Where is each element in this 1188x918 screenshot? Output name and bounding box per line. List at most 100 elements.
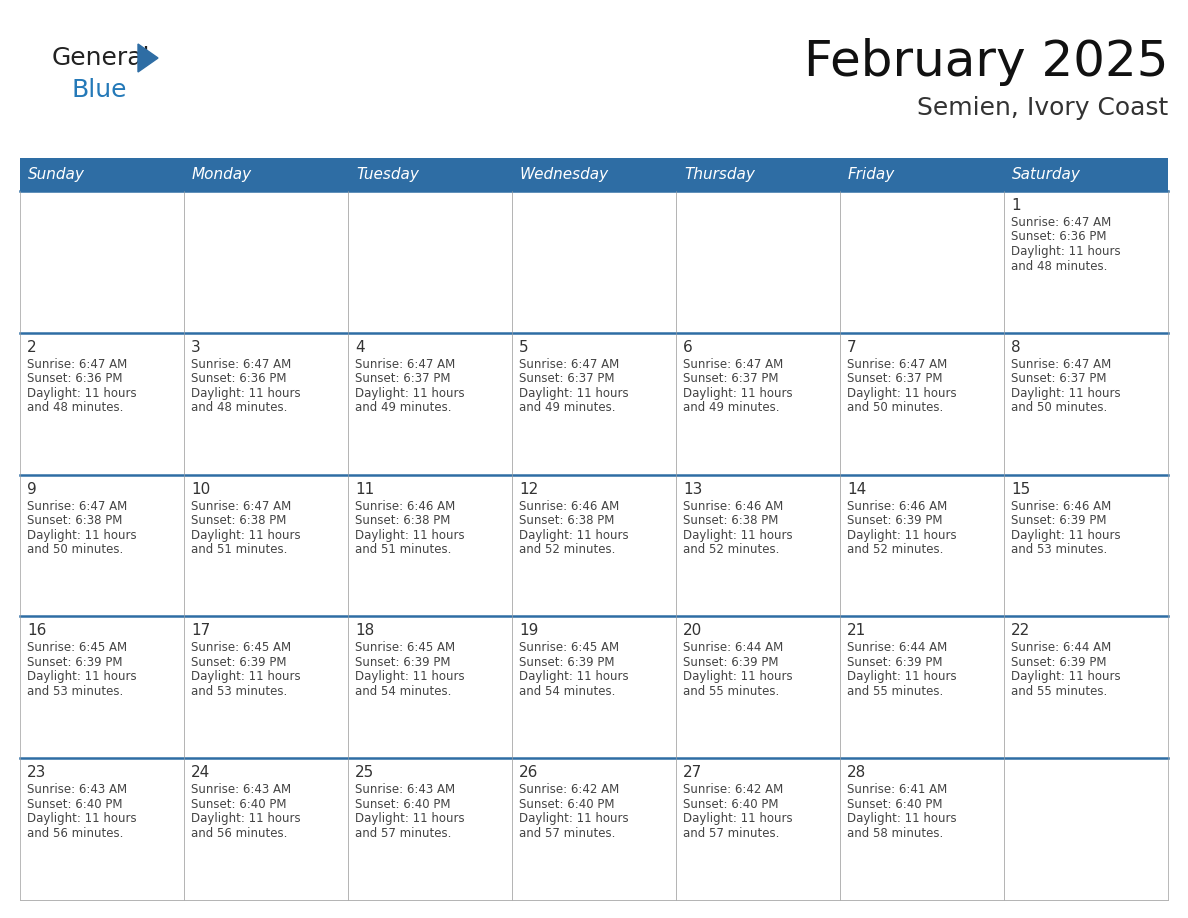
- Text: 13: 13: [683, 482, 702, 497]
- Bar: [20, 158, 184, 191]
- Bar: [348, 616, 512, 758]
- Text: Sunrise: 6:46 AM: Sunrise: 6:46 AM: [847, 499, 947, 512]
- Text: 20: 20: [683, 623, 702, 638]
- Text: 14: 14: [847, 482, 866, 497]
- Text: Sunset: 6:39 PM: Sunset: 6:39 PM: [1011, 655, 1106, 669]
- Text: Daylight: 11 hours: Daylight: 11 hours: [191, 812, 301, 825]
- Text: Sunset: 6:36 PM: Sunset: 6:36 PM: [27, 373, 122, 386]
- Text: General: General: [52, 46, 151, 70]
- Bar: [676, 616, 840, 758]
- Text: Daylight: 11 hours: Daylight: 11 hours: [683, 670, 792, 683]
- Text: Saturday: Saturday: [1012, 167, 1081, 182]
- Text: Friday: Friday: [848, 167, 896, 182]
- Text: and 51 minutes.: and 51 minutes.: [355, 543, 451, 556]
- Text: Sunrise: 6:45 AM: Sunrise: 6:45 AM: [519, 642, 619, 655]
- Text: Thursday: Thursday: [684, 167, 754, 182]
- Text: Sunset: 6:40 PM: Sunset: 6:40 PM: [519, 798, 614, 811]
- Bar: [184, 616, 348, 758]
- Text: Sunrise: 6:44 AM: Sunrise: 6:44 AM: [847, 642, 947, 655]
- Text: Sunrise: 6:47 AM: Sunrise: 6:47 AM: [1011, 358, 1111, 371]
- Text: and 54 minutes.: and 54 minutes.: [355, 685, 451, 698]
- Text: and 50 minutes.: and 50 minutes.: [1011, 401, 1107, 414]
- Text: and 51 minutes.: and 51 minutes.: [191, 543, 287, 556]
- Text: Sunset: 6:37 PM: Sunset: 6:37 PM: [847, 373, 942, 386]
- Text: and 49 minutes.: and 49 minutes.: [519, 401, 615, 414]
- Text: and 48 minutes.: and 48 minutes.: [1011, 260, 1107, 273]
- Bar: [348, 758, 512, 900]
- Text: Sunrise: 6:47 AM: Sunrise: 6:47 AM: [191, 499, 291, 512]
- Text: and 56 minutes.: and 56 minutes.: [27, 827, 124, 840]
- Text: Sunrise: 6:47 AM: Sunrise: 6:47 AM: [355, 358, 455, 371]
- Text: Monday: Monday: [192, 167, 252, 182]
- Bar: [348, 475, 512, 616]
- Text: and 52 minutes.: and 52 minutes.: [519, 543, 615, 556]
- Bar: [1004, 758, 1168, 900]
- Bar: [676, 475, 840, 616]
- Text: Sunday: Sunday: [29, 167, 84, 182]
- Text: Sunset: 6:39 PM: Sunset: 6:39 PM: [519, 655, 614, 669]
- Text: Daylight: 11 hours: Daylight: 11 hours: [1011, 245, 1120, 258]
- Bar: [512, 333, 676, 475]
- Bar: [20, 758, 184, 900]
- Text: Sunset: 6:38 PM: Sunset: 6:38 PM: [27, 514, 122, 527]
- Bar: [676, 191, 840, 333]
- Bar: [840, 333, 1004, 475]
- Bar: [20, 333, 184, 475]
- Text: and 55 minutes.: and 55 minutes.: [683, 685, 779, 698]
- Text: Sunrise: 6:46 AM: Sunrise: 6:46 AM: [683, 499, 783, 512]
- Bar: [348, 333, 512, 475]
- Text: and 48 minutes.: and 48 minutes.: [27, 401, 124, 414]
- Text: Sunrise: 6:46 AM: Sunrise: 6:46 AM: [355, 499, 455, 512]
- Bar: [840, 758, 1004, 900]
- Text: and 57 minutes.: and 57 minutes.: [355, 827, 451, 840]
- Text: Daylight: 11 hours: Daylight: 11 hours: [847, 670, 956, 683]
- Bar: [184, 333, 348, 475]
- Polygon shape: [138, 44, 158, 72]
- Text: and 53 minutes.: and 53 minutes.: [1011, 543, 1107, 556]
- Text: 16: 16: [27, 623, 46, 638]
- Bar: [840, 158, 1004, 191]
- Text: 19: 19: [519, 623, 538, 638]
- Text: Daylight: 11 hours: Daylight: 11 hours: [1011, 529, 1120, 542]
- Text: and 57 minutes.: and 57 minutes.: [683, 827, 779, 840]
- Bar: [840, 191, 1004, 333]
- Text: and 48 minutes.: and 48 minutes.: [191, 401, 287, 414]
- Bar: [676, 758, 840, 900]
- Text: Sunset: 6:39 PM: Sunset: 6:39 PM: [847, 514, 942, 527]
- Text: 21: 21: [847, 623, 866, 638]
- Text: Sunset: 6:39 PM: Sunset: 6:39 PM: [683, 655, 778, 669]
- Text: Daylight: 11 hours: Daylight: 11 hours: [683, 812, 792, 825]
- Bar: [1004, 158, 1168, 191]
- Bar: [676, 158, 840, 191]
- Bar: [1004, 475, 1168, 616]
- Text: Sunrise: 6:45 AM: Sunrise: 6:45 AM: [191, 642, 291, 655]
- Bar: [840, 475, 1004, 616]
- Text: 4: 4: [355, 340, 365, 354]
- Bar: [20, 616, 184, 758]
- Text: Daylight: 11 hours: Daylight: 11 hours: [1011, 386, 1120, 400]
- Text: Sunset: 6:37 PM: Sunset: 6:37 PM: [1011, 373, 1106, 386]
- Text: Daylight: 11 hours: Daylight: 11 hours: [191, 386, 301, 400]
- Text: Daylight: 11 hours: Daylight: 11 hours: [1011, 670, 1120, 683]
- Text: 8: 8: [1011, 340, 1020, 354]
- Bar: [840, 616, 1004, 758]
- Text: Sunrise: 6:47 AM: Sunrise: 6:47 AM: [519, 358, 619, 371]
- Text: Sunrise: 6:46 AM: Sunrise: 6:46 AM: [519, 499, 619, 512]
- Text: 6: 6: [683, 340, 693, 354]
- Text: Sunset: 6:36 PM: Sunset: 6:36 PM: [1011, 230, 1106, 243]
- Text: 3: 3: [191, 340, 201, 354]
- Text: Sunset: 6:40 PM: Sunset: 6:40 PM: [27, 798, 122, 811]
- Text: Daylight: 11 hours: Daylight: 11 hours: [847, 386, 956, 400]
- Bar: [20, 475, 184, 616]
- Text: Sunrise: 6:47 AM: Sunrise: 6:47 AM: [27, 358, 127, 371]
- Text: and 49 minutes.: and 49 minutes.: [683, 401, 779, 414]
- Text: Sunset: 6:39 PM: Sunset: 6:39 PM: [355, 655, 450, 669]
- Text: Sunrise: 6:47 AM: Sunrise: 6:47 AM: [683, 358, 783, 371]
- Text: 12: 12: [519, 482, 538, 497]
- Text: and 53 minutes.: and 53 minutes.: [27, 685, 124, 698]
- Text: Sunset: 6:40 PM: Sunset: 6:40 PM: [683, 798, 778, 811]
- Text: 23: 23: [27, 766, 46, 780]
- Text: Sunset: 6:39 PM: Sunset: 6:39 PM: [191, 655, 286, 669]
- Text: Blue: Blue: [72, 78, 127, 102]
- Text: Sunset: 6:39 PM: Sunset: 6:39 PM: [1011, 514, 1106, 527]
